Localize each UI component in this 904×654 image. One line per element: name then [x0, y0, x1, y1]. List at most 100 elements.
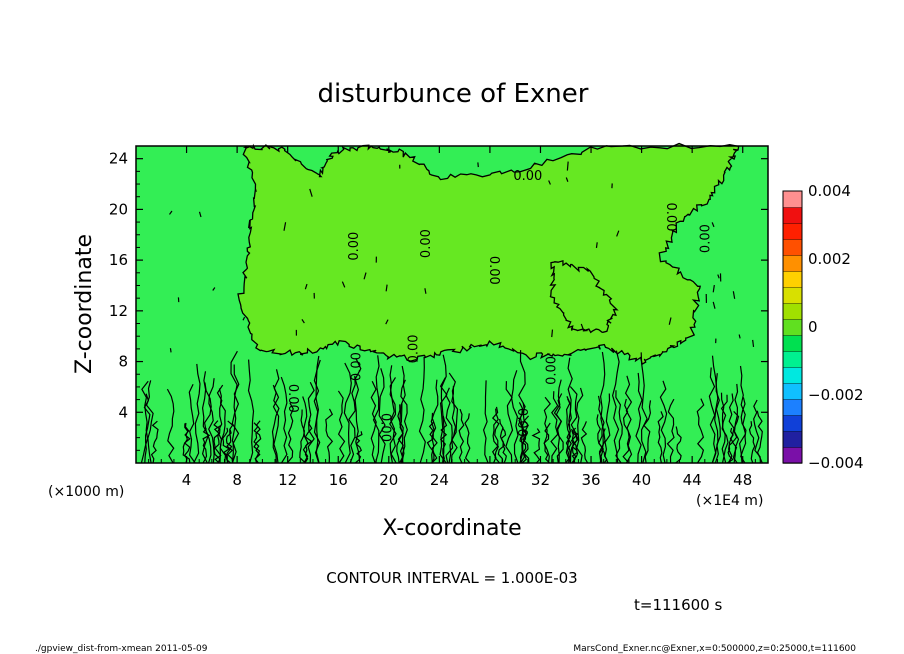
contour-line	[253, 420, 261, 464]
contour-line	[313, 359, 321, 464]
contour-line	[611, 350, 620, 464]
contour-fragment	[551, 329, 554, 338]
contour-labels: 0.00 0.00 0.00 0.00 0.00 0.00 0.00 0.00 0.00 0.00…	[285, 169, 713, 442]
contour-line	[510, 370, 519, 464]
y-ticks: 4 8 12 16 20 24	[109, 150, 768, 451]
colorbar-cell	[782, 446, 803, 464]
contour-line	[464, 413, 471, 464]
contour-line	[372, 355, 380, 464]
contour-line	[348, 375, 356, 464]
contour-line	[597, 395, 605, 464]
contour-label: 0.00	[407, 334, 422, 363]
contour-fragment	[752, 339, 755, 347]
colorbar-cell	[782, 238, 803, 256]
x-tick-label: 8	[232, 471, 242, 489]
colorbar-label: 0	[808, 318, 818, 336]
time-annotation: t=111600 s	[634, 596, 722, 614]
contour-line	[188, 384, 196, 464]
contour-line	[624, 375, 633, 464]
x-tick-label: 16	[329, 471, 348, 489]
contour-fragment	[385, 319, 389, 325]
contour-line	[740, 397, 747, 464]
contour-fragment	[548, 180, 551, 185]
footer-right: MarsCond_Exner.nc@Exner,x=0:500000,z=0:2…	[573, 644, 856, 654]
contour-line	[399, 365, 406, 464]
contour-line	[569, 386, 578, 464]
x-axis-title: X-coordinate	[382, 516, 521, 541]
contour-line	[604, 393, 611, 464]
contour-line	[370, 380, 377, 464]
x-tick-label: 40	[632, 471, 651, 489]
contour-label: 0.00	[350, 352, 365, 381]
y-tick-label: 24	[109, 150, 128, 168]
contour-line	[315, 355, 320, 464]
contour-line	[418, 356, 426, 464]
contour-line	[492, 408, 500, 464]
contour-line	[566, 398, 572, 464]
x-tick-label: 44	[683, 471, 702, 489]
contour-line	[299, 409, 306, 464]
contour-line	[193, 363, 201, 464]
colorbar-cell	[782, 222, 803, 240]
contour-line	[166, 388, 175, 464]
colorbar-cells	[782, 190, 803, 464]
contour-line	[753, 399, 761, 464]
contour-fragment	[580, 323, 584, 329]
contour-line	[491, 406, 500, 464]
contour-line	[216, 384, 224, 464]
y-tick-label: 16	[109, 251, 128, 269]
plot-area: 0.00 0.00 0.00 0.00 0.00 0.00 0.00 0.00 0.00 0.00…	[109, 142, 769, 489]
contour-fragment	[668, 317, 672, 325]
contour-line	[445, 387, 454, 464]
contour-line	[666, 398, 675, 464]
contour-label: 0.00	[378, 413, 393, 442]
colorbar-label: −0.002	[808, 386, 864, 404]
contour-fragment	[385, 284, 388, 292]
contour-line	[708, 367, 717, 464]
y-tick-label: 8	[118, 353, 128, 371]
colorbar-cell	[782, 350, 803, 368]
footer-left: ./gpview_dist-from-xmean 2011-05-09	[35, 644, 208, 654]
colorbar-label: 0.002	[808, 250, 851, 268]
contour-line	[307, 382, 315, 464]
colorbar: 0.004 0.002 0 −0.002 −0.004	[782, 182, 864, 472]
contour-fragment	[309, 188, 313, 197]
contour-line	[184, 423, 191, 464]
contour-label: 0.00	[544, 356, 559, 385]
contour-line	[531, 428, 541, 464]
contour-fragment	[242, 316, 246, 321]
contour-line	[615, 390, 623, 464]
contour-line	[505, 381, 514, 464]
colorbar-cell	[782, 414, 803, 432]
contour-line	[343, 362, 352, 464]
contour-line	[253, 422, 262, 464]
contour-line	[659, 380, 668, 464]
contour-fragment	[717, 274, 720, 279]
contour-fragment	[738, 334, 741, 339]
y-tick-label: 4	[118, 403, 128, 421]
colorbar-cell	[782, 430, 803, 448]
contour-line	[203, 382, 212, 464]
colorbar-label: −0.004	[808, 454, 864, 472]
contour-line	[458, 408, 465, 464]
contour-line	[226, 420, 234, 464]
contour-line	[580, 421, 589, 464]
chart-title: disturbunce of Exner	[318, 79, 589, 109]
y-unit-label: (×1000 m)	[48, 484, 124, 500]
contour-line	[543, 422, 551, 464]
contour-fragment	[616, 230, 620, 237]
contour-label: 0.00	[486, 256, 501, 285]
contour-line	[518, 402, 526, 464]
contour-fragment	[212, 287, 216, 291]
contour-fragment	[363, 272, 367, 280]
contour-line	[389, 365, 397, 464]
contour-interval-note: CONTOUR INTERVAL = 1.000E-03	[326, 569, 577, 587]
colorbar-cell	[782, 302, 803, 320]
contour-line	[440, 354, 447, 464]
contour-line	[208, 378, 215, 464]
contour-line	[431, 412, 438, 464]
colorbar-cell	[782, 318, 803, 336]
contour-line	[727, 393, 735, 464]
contour-line	[400, 379, 408, 464]
contour-line	[571, 427, 578, 464]
